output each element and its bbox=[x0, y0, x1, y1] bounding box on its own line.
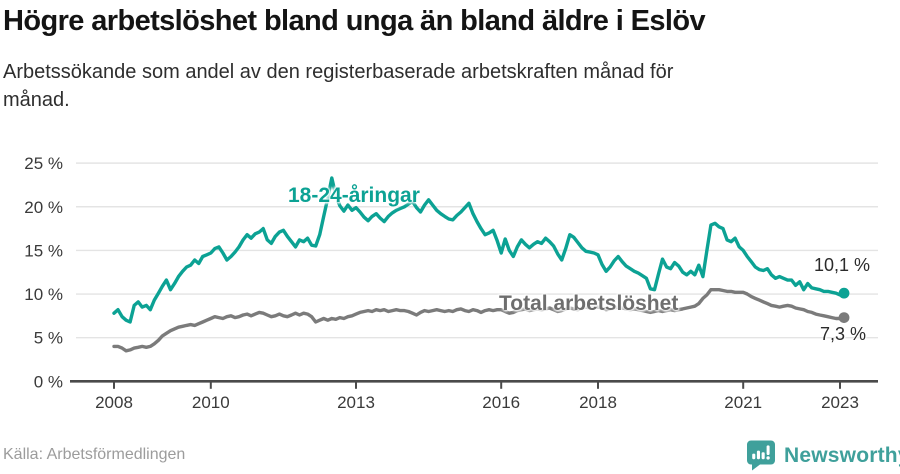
x-tick-label: 2023 bbox=[821, 393, 859, 412]
chart-title: Högre arbetslöshet bland unga än bland ä… bbox=[3, 5, 706, 37]
x-tick-label: 2010 bbox=[192, 393, 230, 412]
y-tick-label: 10 % bbox=[24, 285, 63, 304]
y-tick-label: 5 % bbox=[34, 329, 63, 348]
x-tick-label: 2013 bbox=[337, 393, 375, 412]
chart-subtitle: Arbetssökande som andel av den registerb… bbox=[3, 58, 863, 114]
y-tick-label: 15 % bbox=[24, 241, 63, 260]
series-line-total bbox=[112, 288, 846, 353]
series-endpoint-total bbox=[838, 312, 850, 323]
newsworthy-icon bbox=[747, 440, 775, 471]
y-tick-label: 25 % bbox=[24, 154, 63, 173]
y-tick-label: 20 % bbox=[24, 198, 63, 217]
x-tick-label: 2008 bbox=[95, 393, 133, 412]
chart-subtitle-line1: Arbetssökande som andel av den registerb… bbox=[3, 61, 674, 83]
x-tick-label: 2021 bbox=[724, 393, 762, 412]
x-tick-label: 2018 bbox=[579, 393, 617, 412]
x-tick-label: 2016 bbox=[482, 393, 520, 412]
series-label-youth: 18-24-åringar bbox=[288, 184, 420, 207]
series-endpoint-youth bbox=[838, 287, 850, 299]
end-value-label-youth: 10,1 % bbox=[814, 255, 871, 275]
source-note: Källa: Arbetsförmedlingen bbox=[3, 446, 186, 463]
chart-subtitle-line2: månad. bbox=[3, 89, 70, 111]
series-line-youth bbox=[112, 176, 846, 324]
brand-name: Newsworthy bbox=[784, 443, 900, 467]
end-value-label-total: 7,3 % bbox=[820, 324, 867, 344]
series-label-total: Total arbetslöshet bbox=[499, 292, 679, 315]
brand-logo: Newsworthy bbox=[746, 440, 900, 471]
y-tick-label: 0 % bbox=[34, 372, 63, 391]
